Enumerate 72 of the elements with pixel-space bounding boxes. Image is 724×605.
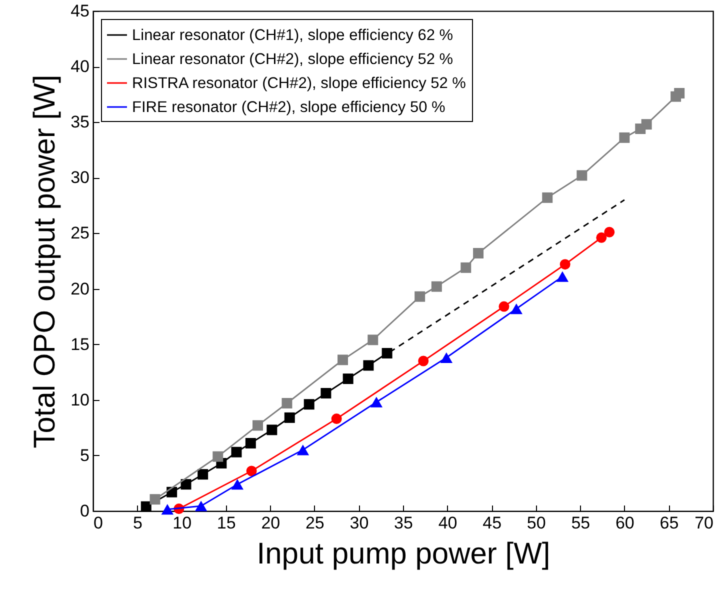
point — [382, 348, 392, 358]
point — [231, 479, 244, 490]
x-tick-label: 70 — [694, 514, 714, 532]
legend-label: Linear resonator (CH#1), slope efficiency 62 % — [132, 27, 454, 44]
point — [576, 170, 588, 181]
legend-label: RISTRA resonator (CH#2), slope efficiency 52 % — [132, 75, 466, 92]
x-tick-label: 50 — [526, 514, 546, 532]
y-tick-label: 35 — [70, 112, 90, 132]
x-tick-label: 15 — [216, 514, 236, 532]
y-tick-label: 10 — [70, 390, 90, 410]
point — [284, 412, 295, 423]
y-tick-label: 45 — [70, 2, 90, 20]
legend-label: Linear resonator (CH#2), slope efficiency 52 % — [132, 51, 454, 68]
point — [282, 398, 292, 408]
point — [542, 192, 553, 203]
y-tick-label: 30 — [70, 168, 90, 188]
point — [194, 500, 208, 512]
point — [556, 271, 569, 282]
point — [641, 119, 652, 130]
point — [252, 420, 263, 431]
y-tick-label: 15 — [70, 334, 90, 354]
point — [674, 88, 685, 98]
x-tick-label: 35 — [394, 514, 413, 532]
point — [370, 396, 383, 408]
point — [560, 259, 570, 270]
x-tick-label: 25 — [305, 514, 324, 532]
x-axis-title: Input pump power [W] — [256, 538, 550, 570]
point — [266, 424, 278, 436]
x-tick-label: 30 — [350, 514, 369, 532]
point — [473, 248, 484, 258]
point — [296, 444, 310, 456]
point — [604, 226, 615, 238]
point — [212, 451, 224, 462]
point — [161, 504, 174, 515]
legend-label: FIRE resonator (CH#2), slope efficiency 50 % — [132, 99, 446, 116]
point — [510, 303, 522, 314]
point — [431, 281, 442, 292]
x-tick-label: 20 — [261, 514, 280, 532]
point — [231, 446, 242, 458]
point — [414, 291, 426, 302]
point — [619, 132, 630, 143]
x-tick-label: 45 — [482, 514, 502, 532]
point — [363, 360, 374, 371]
y-tick-label: 25 — [70, 224, 90, 243]
point — [498, 301, 510, 312]
x-tick-label: 40 — [438, 514, 458, 532]
point — [440, 352, 453, 363]
y-tick-label: 0 — [80, 502, 90, 520]
y-tick-label: 40 — [70, 57, 90, 76]
x-tick-label: 10 — [172, 514, 192, 532]
point — [245, 438, 256, 448]
point — [140, 501, 152, 512]
point — [418, 356, 429, 366]
x-tick-label: 55 — [571, 514, 590, 532]
y-tick-label: 5 — [80, 446, 90, 465]
x-tick-label: 60 — [615, 514, 634, 532]
point — [368, 334, 378, 346]
x-tick-label: 5 — [133, 514, 143, 532]
point — [150, 494, 160, 505]
point — [304, 399, 314, 410]
point — [246, 466, 257, 476]
y-axis-title: Total OPO output power [W] — [28, 74, 62, 448]
point — [596, 232, 607, 243]
x-tick-label: 65 — [660, 514, 679, 532]
y-tick-label: 20 — [70, 279, 90, 298]
point — [198, 469, 208, 480]
point — [460, 262, 472, 273]
point — [338, 354, 348, 366]
point — [320, 388, 332, 398]
x-tick-label: 0 — [94, 514, 103, 532]
point — [331, 414, 342, 424]
point — [342, 374, 354, 384]
